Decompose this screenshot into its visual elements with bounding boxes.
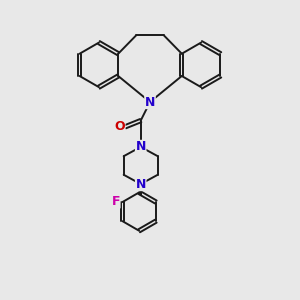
Text: O: O <box>114 120 125 133</box>
Text: N: N <box>145 95 155 109</box>
Text: N: N <box>136 178 146 190</box>
Text: F: F <box>112 195 120 208</box>
Text: N: N <box>136 140 146 153</box>
